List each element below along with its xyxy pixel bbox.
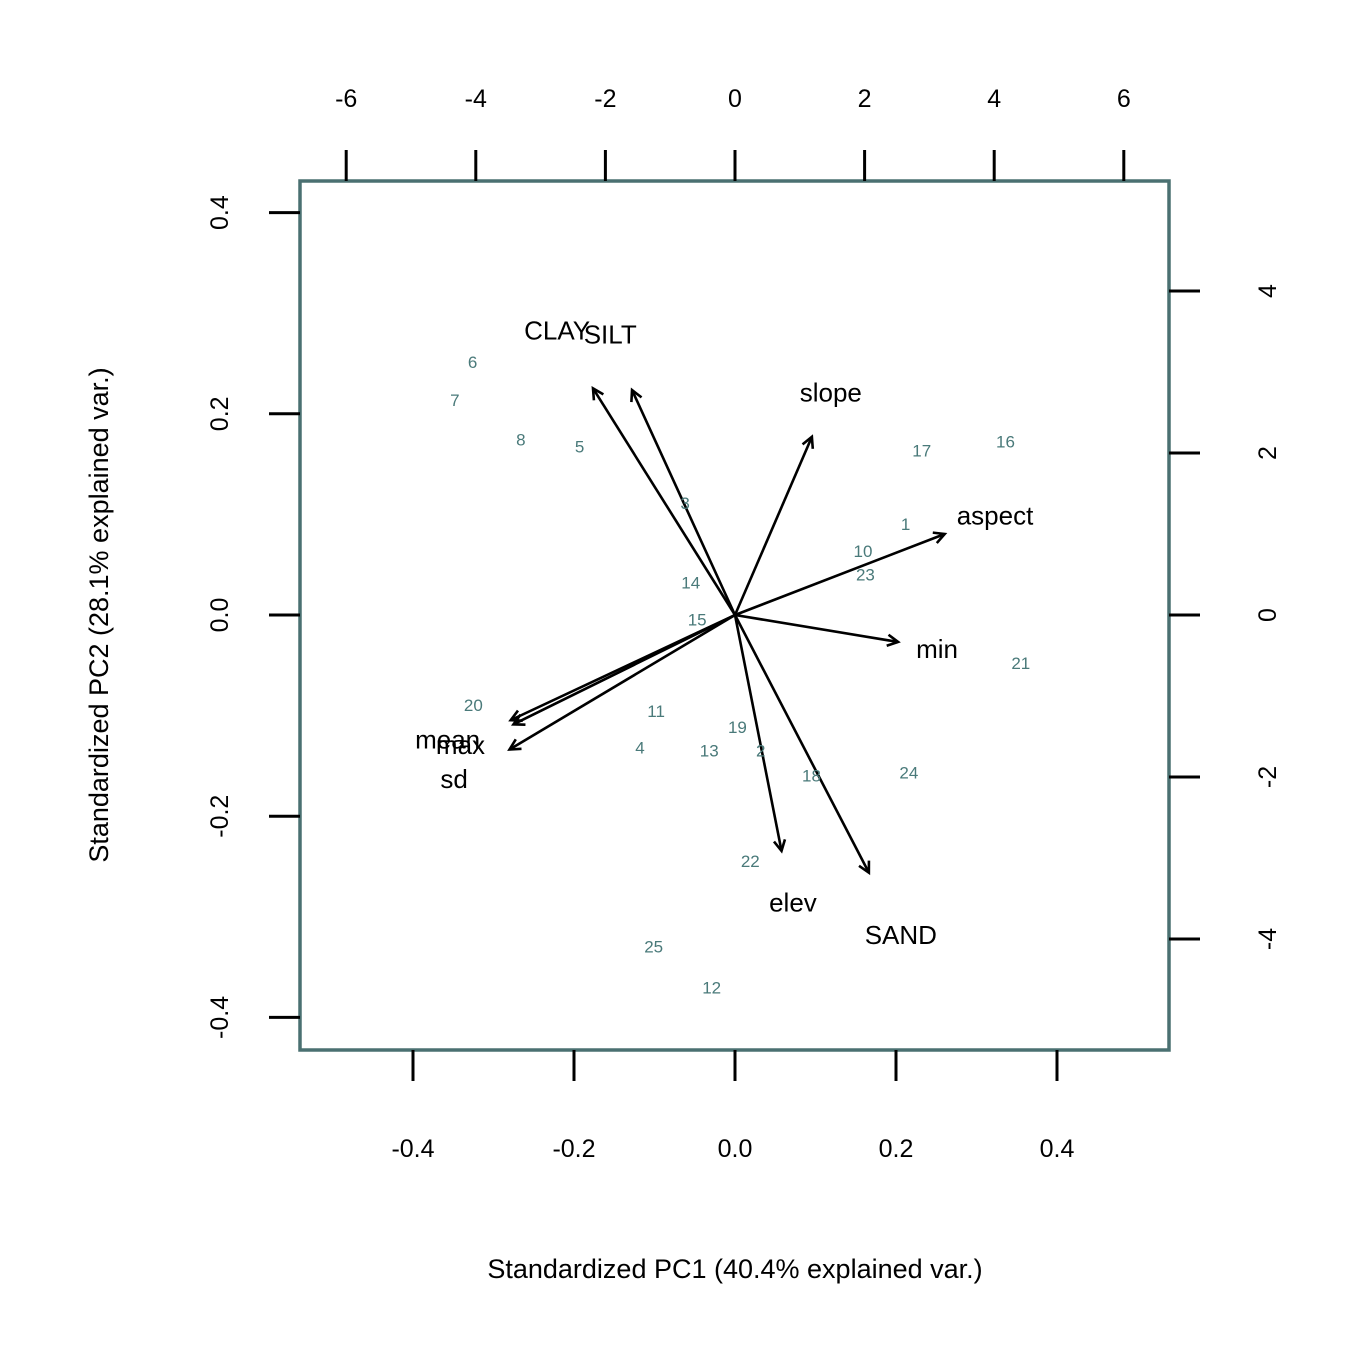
arrowhead-clay [591, 385, 605, 401]
variable-label-slope: slope [800, 378, 862, 408]
arrowhead-max [510, 713, 526, 726]
x-tick-label: 0.4 [1040, 1135, 1075, 1163]
loading-arrows [507, 385, 948, 876]
observation-22: 22 [741, 852, 760, 871]
variable-label-aspect: aspect [957, 500, 1034, 530]
top-tick-label: 2 [858, 85, 872, 113]
variable-label-sand: SAND [865, 920, 937, 950]
top-tick-label: 0 [728, 85, 742, 113]
right-tick-label: -4 [1254, 928, 1282, 950]
top-tick-label: 6 [1117, 85, 1131, 113]
observation-2: 2 [756, 741, 765, 760]
arrowhead-silt [630, 387, 643, 403]
right-tick-label: -2 [1254, 766, 1282, 788]
right-tick-label: 4 [1254, 284, 1282, 298]
arrow-clay [591, 387, 737, 616]
y-tick-label: -0.2 [206, 795, 234, 838]
observation-5: 5 [575, 437, 584, 456]
observation-1: 1 [901, 515, 910, 534]
observation-6: 6 [468, 353, 477, 372]
arrow-sand [733, 614, 871, 874]
observation-10: 10 [854, 542, 873, 561]
y-tick-label: 0.4 [206, 195, 234, 230]
arrow-aspect [734, 532, 946, 617]
observation-24: 24 [899, 763, 918, 782]
arrow-max [512, 613, 736, 726]
top-axis: -6 -4 -2 0 2 4 6 [335, 85, 1131, 181]
top-tick-label: -4 [465, 85, 487, 113]
observation-19: 19 [728, 718, 747, 737]
x-tick-label: -0.4 [391, 1135, 434, 1163]
observation-12: 12 [702, 979, 721, 998]
arrow-elev [733, 614, 783, 852]
x-tick-label: 0.2 [879, 1135, 914, 1163]
arrow-sd [508, 613, 736, 751]
observation-25: 25 [644, 937, 663, 956]
arrowhead-elev [772, 839, 787, 854]
observation-18: 18 [802, 766, 821, 785]
observation-15: 15 [688, 611, 707, 630]
observation-7: 7 [450, 391, 459, 410]
observation-14: 14 [681, 573, 700, 592]
observation-8: 8 [516, 430, 525, 449]
x-axis-title: Standardized PC1 (40.4% explained var.) [487, 1254, 982, 1284]
arrow-slope [733, 436, 814, 616]
observation-16: 16 [996, 432, 1015, 451]
top-tick-label: -6 [335, 85, 357, 113]
variable-label-clay: CLAY [524, 315, 590, 345]
observation-3: 3 [680, 494, 689, 513]
left-axis: -0.4 -0.2 0.0 0.2 0.4 [206, 195, 300, 1039]
arrowhead-slope [801, 434, 815, 449]
variable-label-max: max [436, 730, 485, 760]
observation-20: 20 [464, 696, 483, 715]
x-tick-label: -0.2 [552, 1135, 595, 1163]
observation-11: 11 [647, 702, 665, 721]
right-tick-label: 0 [1254, 608, 1282, 622]
arrow-min [734, 613, 899, 644]
arrowhead-min [886, 633, 901, 647]
top-tick-label: 4 [987, 85, 1001, 113]
observation-13: 13 [700, 741, 719, 760]
right-axis: -4 -2 0 2 4 [1169, 284, 1282, 950]
variable-label-mean: mean [415, 725, 480, 755]
observation-17: 17 [912, 442, 931, 461]
y-axis-title: Standardized PC2 (28.1% explained var.) [84, 367, 114, 862]
x-tick-label: 0.0 [718, 1135, 753, 1163]
bottom-axis: -0.4 -0.2 0.0 0.2 0.4 [391, 1050, 1074, 1163]
observation-23: 23 [856, 565, 875, 584]
arrowhead-sd [507, 738, 522, 751]
variable-label-sd: sd [440, 764, 467, 794]
arrowhead-sand [858, 860, 871, 876]
observation-21: 21 [1011, 654, 1030, 673]
variable-label-min: min [916, 634, 958, 664]
y-tick-label: 0.2 [206, 396, 234, 431]
y-tick-label: 0.0 [206, 598, 234, 633]
right-tick-label: 2 [1254, 446, 1282, 460]
variable-label-elev: elev [769, 888, 817, 918]
y-tick-label: -0.4 [206, 996, 234, 1039]
variable-label-silt: SILT [584, 319, 637, 349]
top-tick-label: -2 [594, 85, 616, 113]
observation-4: 4 [635, 738, 644, 757]
arrowhead-aspect [932, 531, 948, 544]
arrow-silt [630, 389, 737, 616]
